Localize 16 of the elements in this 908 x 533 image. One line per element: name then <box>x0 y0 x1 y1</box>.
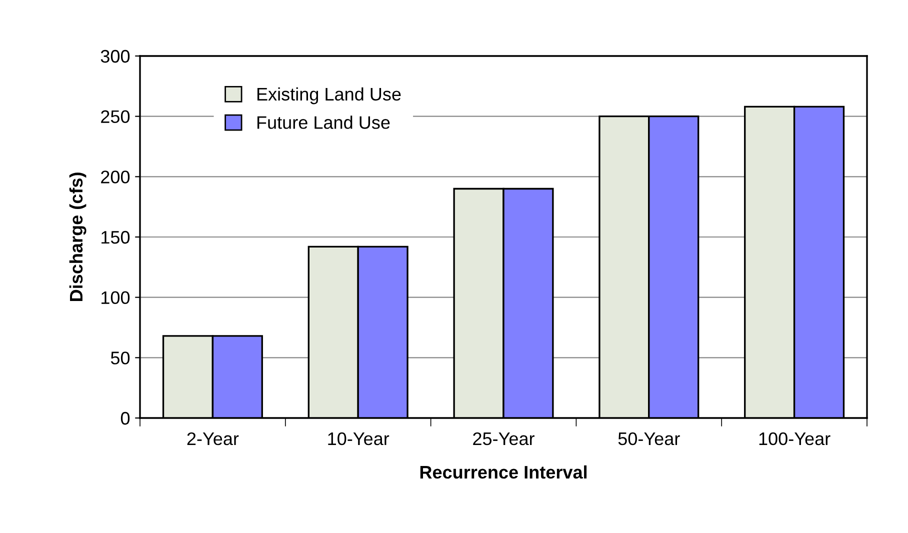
y-axis-title: Discharge (cfs) <box>69 172 86 302</box>
x-tick-label: 10-Year <box>328 432 390 446</box>
y-tick-label: 150 <box>102 230 130 244</box>
y-tick-label: 250 <box>101 110 130 124</box>
y-tick-label: 0 <box>120 412 130 425</box>
legend-label: Existing Land Use <box>257 87 401 104</box>
x-tick-label: 100-Year <box>759 432 830 446</box>
x-tick-label: 25-Year <box>473 432 534 446</box>
x-tick-label: 2-Year <box>187 432 239 446</box>
x-tick-label: 50-Year <box>618 432 680 446</box>
y-tick-label: 200 <box>101 170 130 184</box>
y-tick-label: 300 <box>100 50 130 63</box>
y-tick-label: 100 <box>102 291 130 304</box>
x-axis-title: Recurrence Interval <box>420 465 587 479</box>
y-tick-label: 50 <box>110 352 130 364</box>
legend-label: Future Land Use <box>257 116 390 129</box>
